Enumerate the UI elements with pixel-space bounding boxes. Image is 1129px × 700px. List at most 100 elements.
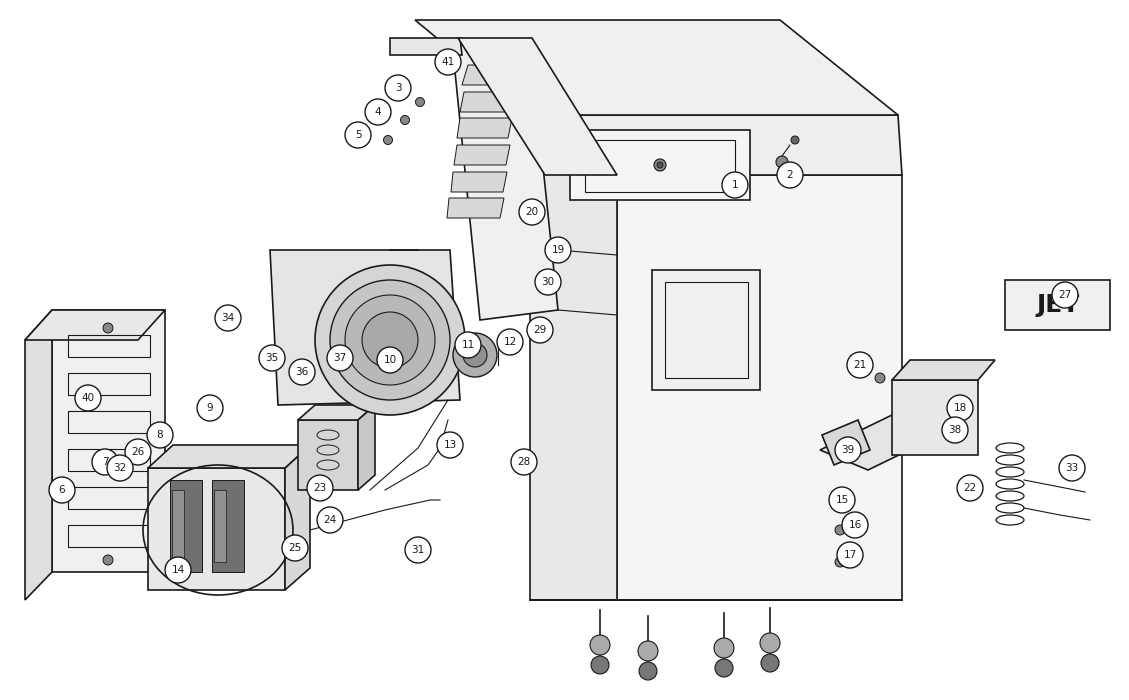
Text: 6: 6 bbox=[59, 485, 65, 495]
Text: 40: 40 bbox=[81, 393, 95, 403]
Polygon shape bbox=[270, 250, 460, 405]
Circle shape bbox=[776, 156, 788, 168]
Circle shape bbox=[377, 347, 403, 373]
Polygon shape bbox=[298, 405, 375, 420]
Circle shape bbox=[829, 487, 855, 513]
Circle shape bbox=[282, 535, 308, 561]
Circle shape bbox=[545, 237, 571, 263]
Text: 35: 35 bbox=[265, 353, 279, 363]
Circle shape bbox=[760, 633, 780, 653]
Circle shape bbox=[535, 269, 561, 295]
Text: 11: 11 bbox=[462, 340, 474, 350]
Polygon shape bbox=[298, 420, 358, 490]
Circle shape bbox=[91, 449, 119, 475]
Polygon shape bbox=[530, 115, 618, 600]
Polygon shape bbox=[460, 92, 515, 112]
Text: 8: 8 bbox=[157, 430, 164, 440]
Circle shape bbox=[842, 512, 868, 538]
Circle shape bbox=[385, 75, 411, 101]
Polygon shape bbox=[170, 480, 202, 572]
Text: 3: 3 bbox=[395, 83, 401, 93]
Circle shape bbox=[330, 280, 450, 400]
Text: 9: 9 bbox=[207, 403, 213, 413]
Circle shape bbox=[455, 332, 481, 358]
Circle shape bbox=[527, 317, 553, 343]
Circle shape bbox=[835, 525, 844, 535]
Text: 37: 37 bbox=[333, 353, 347, 363]
Text: 32: 32 bbox=[113, 463, 126, 473]
Text: 18: 18 bbox=[953, 403, 966, 413]
Text: 41: 41 bbox=[441, 57, 455, 67]
Circle shape bbox=[196, 395, 224, 421]
Circle shape bbox=[1052, 282, 1078, 308]
Polygon shape bbox=[822, 420, 870, 465]
Circle shape bbox=[384, 136, 393, 144]
Circle shape bbox=[639, 662, 657, 680]
Polygon shape bbox=[172, 490, 184, 562]
Polygon shape bbox=[530, 115, 902, 175]
Text: 7: 7 bbox=[102, 457, 108, 467]
Text: 34: 34 bbox=[221, 313, 235, 323]
Circle shape bbox=[715, 659, 733, 677]
Polygon shape bbox=[215, 490, 226, 562]
Circle shape bbox=[75, 385, 100, 411]
Text: 39: 39 bbox=[841, 445, 855, 455]
Circle shape bbox=[777, 162, 803, 188]
Text: 38: 38 bbox=[948, 425, 962, 435]
Polygon shape bbox=[25, 310, 165, 340]
Circle shape bbox=[437, 432, 463, 458]
Text: 13: 13 bbox=[444, 440, 456, 450]
Circle shape bbox=[435, 49, 461, 75]
Circle shape bbox=[714, 638, 734, 658]
Polygon shape bbox=[447, 198, 504, 218]
Circle shape bbox=[165, 557, 191, 583]
Polygon shape bbox=[148, 445, 310, 468]
Text: 12: 12 bbox=[504, 337, 517, 347]
Circle shape bbox=[657, 162, 663, 168]
Circle shape bbox=[405, 537, 431, 563]
Text: 10: 10 bbox=[384, 355, 396, 365]
Circle shape bbox=[49, 477, 75, 503]
Circle shape bbox=[947, 395, 973, 421]
Text: 30: 30 bbox=[542, 277, 554, 287]
Polygon shape bbox=[415, 20, 898, 115]
Circle shape bbox=[761, 654, 779, 672]
Circle shape bbox=[519, 199, 545, 225]
Circle shape bbox=[315, 265, 465, 415]
Circle shape bbox=[147, 422, 173, 448]
Circle shape bbox=[638, 641, 658, 661]
Text: 22: 22 bbox=[963, 483, 977, 493]
Circle shape bbox=[1059, 455, 1085, 481]
Polygon shape bbox=[212, 480, 244, 572]
Text: 33: 33 bbox=[1066, 463, 1078, 473]
Circle shape bbox=[957, 475, 983, 501]
Circle shape bbox=[835, 493, 844, 503]
Text: 21: 21 bbox=[854, 360, 867, 370]
Polygon shape bbox=[285, 445, 310, 590]
Circle shape bbox=[875, 373, 885, 383]
Circle shape bbox=[654, 159, 666, 171]
Polygon shape bbox=[462, 65, 518, 85]
Polygon shape bbox=[390, 38, 462, 55]
Circle shape bbox=[511, 449, 537, 475]
Polygon shape bbox=[358, 405, 375, 490]
Text: 29: 29 bbox=[533, 325, 546, 335]
Polygon shape bbox=[457, 118, 511, 138]
Polygon shape bbox=[25, 310, 52, 600]
Circle shape bbox=[837, 542, 863, 568]
Text: 14: 14 bbox=[172, 565, 185, 575]
Text: 4: 4 bbox=[375, 107, 382, 117]
Circle shape bbox=[103, 323, 113, 333]
Text: 28: 28 bbox=[517, 457, 531, 467]
Circle shape bbox=[125, 439, 151, 465]
Polygon shape bbox=[450, 172, 507, 192]
Text: 19: 19 bbox=[551, 245, 564, 255]
Text: 36: 36 bbox=[296, 367, 308, 377]
Polygon shape bbox=[1005, 280, 1110, 330]
Polygon shape bbox=[148, 468, 285, 590]
Polygon shape bbox=[458, 38, 618, 175]
Polygon shape bbox=[820, 415, 940, 470]
Circle shape bbox=[497, 329, 523, 355]
Circle shape bbox=[463, 343, 487, 367]
Polygon shape bbox=[454, 145, 510, 165]
